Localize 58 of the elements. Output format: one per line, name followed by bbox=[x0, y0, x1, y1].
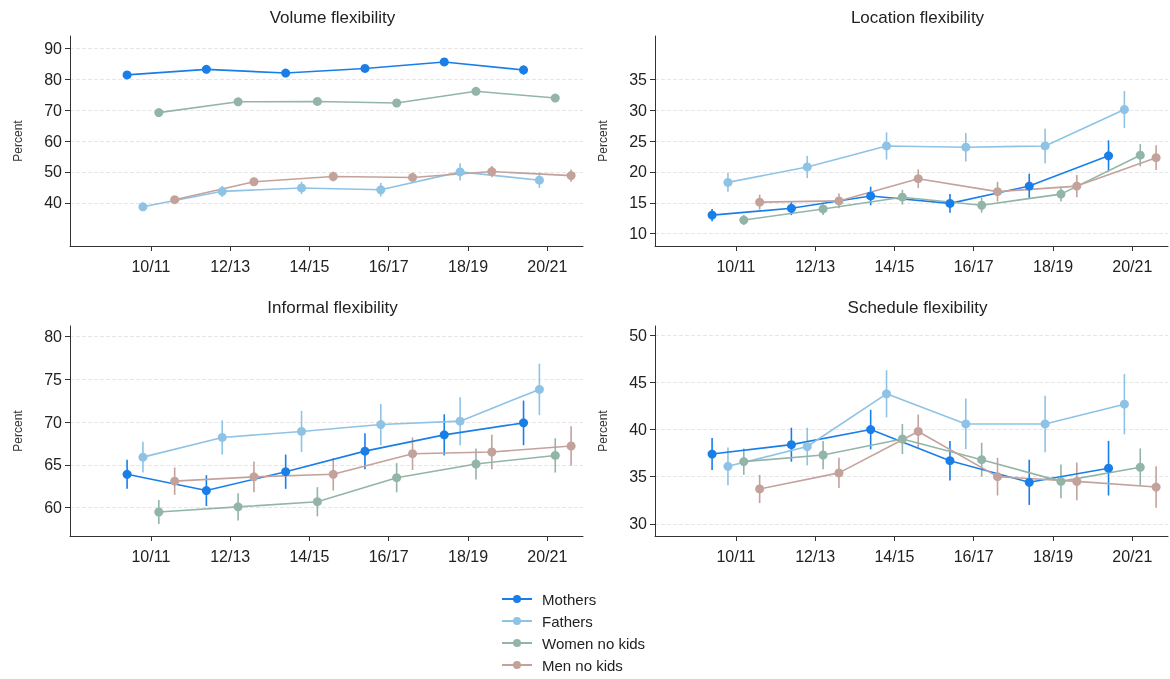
x-tick-label: 14/15 bbox=[874, 547, 915, 565]
x-tick-label: 18/19 bbox=[448, 547, 489, 565]
x-tick-label: 10/11 bbox=[716, 547, 756, 565]
y-axis-title: Percent bbox=[11, 409, 25, 452]
x-tick-label: 14/15 bbox=[289, 257, 330, 275]
y-tick-label: 80 bbox=[44, 327, 63, 345]
x-tick-label: 20/21 bbox=[527, 257, 568, 275]
y-axis-title: Percent bbox=[596, 409, 610, 452]
y-tick-label: 75 bbox=[44, 370, 63, 388]
y-tick-label: 35 bbox=[629, 468, 648, 486]
y-tick-label: 35 bbox=[629, 70, 648, 88]
y-axis-title: Percent bbox=[11, 119, 25, 162]
x-tick-label: 20/21 bbox=[1112, 257, 1153, 275]
x-tick-label: 16/17 bbox=[953, 547, 994, 565]
x-tick-label: 12/13 bbox=[210, 257, 251, 275]
x-tick-label: 18/19 bbox=[1033, 547, 1074, 565]
y-tick-label: 30 bbox=[629, 101, 648, 119]
chart-title: Location flexibility bbox=[850, 8, 985, 27]
y-tick-label: 70 bbox=[44, 101, 63, 119]
y-tick-label: 60 bbox=[44, 132, 63, 150]
legend-label: Men no kids bbox=[542, 656, 623, 674]
x-tick-label: 18/19 bbox=[448, 257, 489, 275]
y-tick-label: 15 bbox=[629, 194, 648, 212]
legend-label: Mothers bbox=[542, 590, 597, 608]
x-tick-label: 12/13 bbox=[795, 547, 836, 565]
x-tick-label: 12/13 bbox=[795, 257, 836, 275]
y-tick-label: 50 bbox=[44, 163, 63, 181]
y-tick-label: 90 bbox=[44, 39, 63, 57]
chart-title: Informal flexibility bbox=[267, 298, 399, 317]
x-tick-label: 14/15 bbox=[874, 257, 915, 275]
x-tick-label: 10/11 bbox=[131, 257, 171, 275]
x-tick-label: 14/15 bbox=[289, 547, 330, 565]
y-tick-label: 50 bbox=[629, 326, 648, 344]
chart-title: Schedule flexibility bbox=[847, 298, 988, 317]
x-tick-label: 16/17 bbox=[368, 257, 409, 275]
y-tick-label: 40 bbox=[44, 194, 63, 212]
y-axis-title: Percent bbox=[596, 119, 610, 162]
y-tick-label: 70 bbox=[44, 413, 63, 431]
y-tick-label: 10 bbox=[629, 225, 648, 243]
y-tick-label: 30 bbox=[629, 515, 648, 533]
y-tick-label: 45 bbox=[629, 374, 648, 391]
y-tick-label: 80 bbox=[44, 70, 63, 88]
x-tick-label: 16/17 bbox=[368, 547, 409, 565]
y-tick-label: 20 bbox=[629, 163, 648, 181]
x-tick-label: 10/11 bbox=[716, 257, 756, 275]
y-tick-label: 65 bbox=[44, 456, 63, 474]
x-tick-label: 10/11 bbox=[131, 547, 171, 565]
x-tick-label: 20/21 bbox=[527, 547, 568, 565]
legend-label: Fathers bbox=[542, 612, 593, 630]
x-tick-label: 12/13 bbox=[210, 547, 251, 565]
legend-label: Women no kids bbox=[542, 634, 646, 652]
x-tick-label: 18/19 bbox=[1033, 257, 1074, 275]
x-tick-label: 16/17 bbox=[953, 257, 994, 275]
x-tick-label: 20/21 bbox=[1112, 547, 1153, 565]
y-tick-label: 60 bbox=[44, 499, 63, 517]
chart-title: Volume flexibility bbox=[269, 8, 396, 27]
y-tick-label: 40 bbox=[629, 421, 648, 439]
y-tick-label: 25 bbox=[629, 132, 648, 150]
